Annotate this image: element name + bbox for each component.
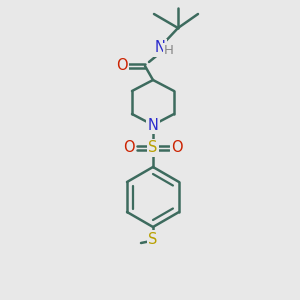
Text: O: O (123, 140, 135, 155)
Text: S: S (148, 140, 158, 155)
Text: H: H (164, 44, 174, 58)
Text: N: N (148, 118, 158, 133)
Text: O: O (171, 140, 183, 155)
Text: N: N (154, 40, 165, 56)
Text: O: O (116, 58, 128, 74)
Text: S: S (148, 232, 158, 247)
